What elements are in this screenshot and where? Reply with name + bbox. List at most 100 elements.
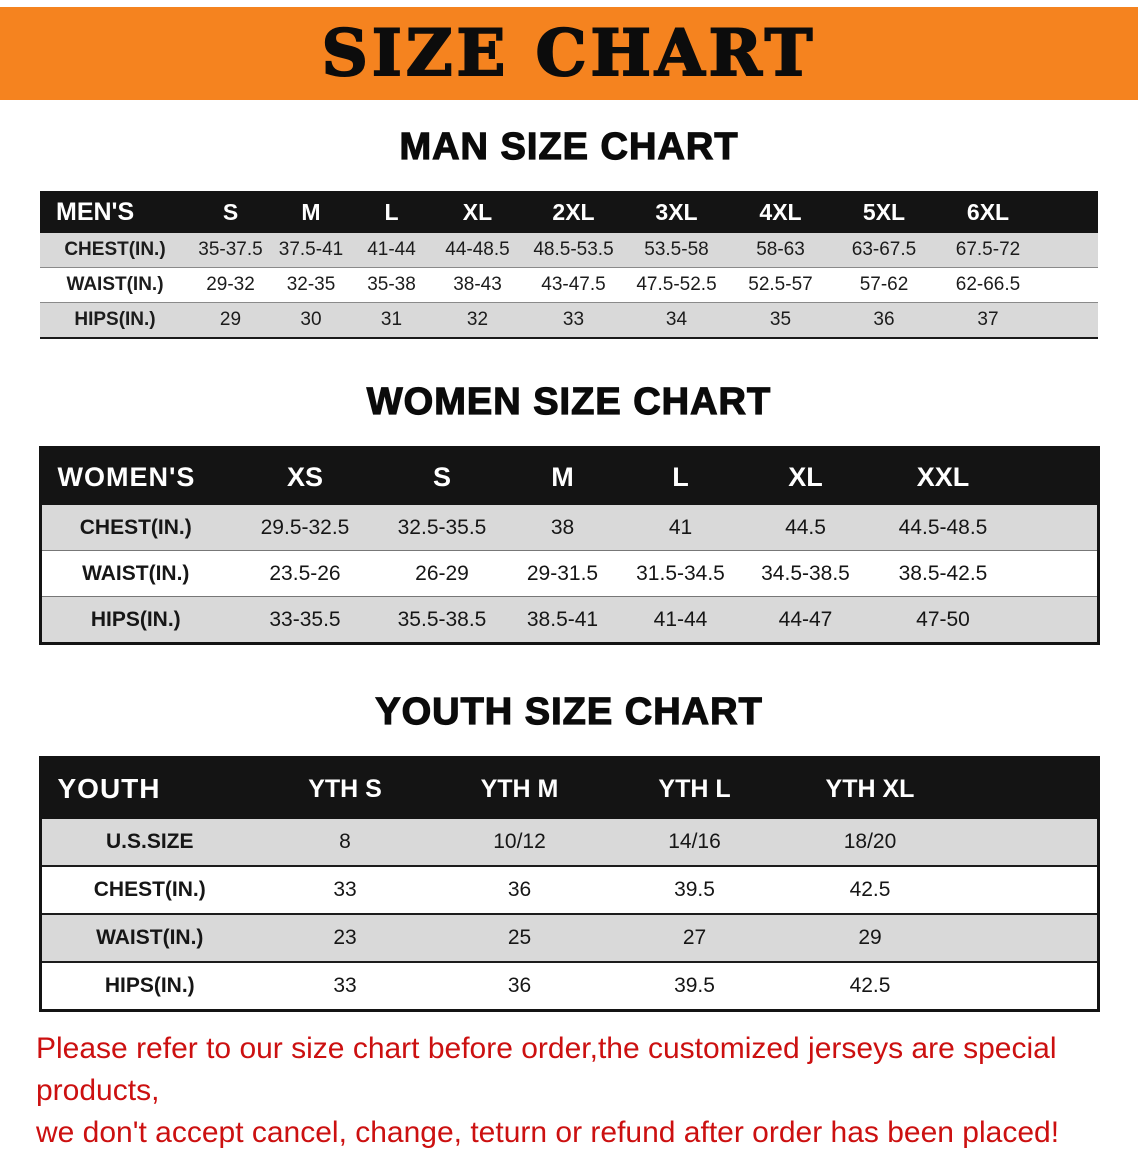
table-cell: 32	[466, 309, 489, 330]
table-cell: 29.5-32.5	[260, 515, 350, 539]
table-cell: 41-44	[367, 239, 416, 260]
youth-size-header-s: YTH S	[258, 757, 432, 819]
men-hips-row: HIPS(IN.) 29 30 31 32 33 34 35 36 37	[40, 302, 1098, 339]
table-cell: 32-35	[286, 274, 336, 295]
table-cell: 35.5-38.5	[397, 607, 487, 631]
women-size-header-m: M	[504, 447, 621, 505]
row-label: CHEST(IN.)	[64, 239, 166, 260]
spacer-cell	[958, 819, 1098, 866]
youth-size-table: YOUTH YTH S YTH M YTH L YTH XL U.S.SIZE …	[38, 756, 1100, 1012]
table-cell: 26-29	[415, 561, 469, 585]
table-cell: 67.5-72	[955, 239, 1021, 260]
table-cell: 34.5-38.5	[761, 561, 850, 585]
table-cell: 33-35.5	[269, 607, 341, 631]
men-size-table: MEN'S S M L XL 2XL 3XL 4XL 5XL 6XL CHEST…	[40, 191, 1098, 339]
men-size-header-6xl: 6XL	[936, 191, 1040, 233]
table-cell: 25	[507, 926, 532, 949]
table-cell: 41-44	[653, 607, 708, 631]
table-cell: 23	[333, 926, 357, 949]
table-cell: 38	[550, 515, 575, 539]
table-cell: 53.5-58	[644, 239, 709, 260]
spacer-cell	[1040, 303, 1098, 339]
men-size-header-4xl: 4XL	[729, 191, 832, 233]
youth-chest-row: CHEST(IN.) 33 36 39.5 42.5	[40, 866, 1098, 914]
banner-title: SIZE CHART	[321, 15, 817, 92]
youth-waist-row: WAIST(IN.) 23 25 27 29	[40, 914, 1098, 962]
table-cell: 37.5-41	[278, 239, 344, 260]
table-cell: 31	[380, 309, 403, 330]
women-chest-row: CHEST(IN.) 29.5-32.5 32.5-35.5 38 41 44.…	[40, 505, 1098, 551]
row-label: CHEST(IN.)	[93, 878, 206, 901]
spacer-cell	[958, 757, 1098, 819]
spacer-cell	[1040, 268, 1098, 303]
spacer-cell	[1040, 233, 1098, 268]
men-header-row: MEN'S S M L XL 2XL 3XL 4XL 5XL 6XL	[40, 191, 1098, 233]
men-table-title: MEN'S	[40, 191, 190, 233]
table-cell: 41	[668, 515, 693, 539]
disclaimer-line-1: Please refer to our size chart before or…	[36, 1032, 1057, 1107]
women-size-header-xs: XS	[230, 447, 380, 505]
table-cell: 8	[339, 830, 351, 853]
table-cell: 44.5	[785, 515, 826, 539]
women-size-table: WOMEN'S XS S M L XL XXL CHEST(IN.) 29.5-…	[38, 446, 1100, 645]
table-cell: 29-31.5	[526, 561, 599, 585]
spacer-cell	[1015, 447, 1098, 505]
men-size-header-xl: XL	[432, 191, 523, 233]
men-size-header-2xl: 2XL	[523, 191, 624, 233]
table-cell: 36	[507, 878, 532, 901]
men-size-header-5xl: 5XL	[832, 191, 936, 233]
table-cell: 29	[858, 926, 882, 949]
table-cell: 30	[300, 309, 322, 330]
table-cell: 29	[219, 309, 242, 330]
table-cell: 29-32	[206, 274, 255, 295]
women-size-header-xl: XL	[740, 447, 871, 505]
table-cell: 47-50	[916, 607, 970, 631]
table-cell: 52.5-57	[748, 274, 813, 295]
table-cell: 35	[769, 309, 792, 330]
table-cell: 62-66.5	[955, 274, 1021, 295]
table-cell: 32.5-35.5	[397, 515, 487, 539]
table-cell: 23.5-26	[269, 561, 341, 585]
table-cell: 18/20	[843, 830, 897, 853]
men-chest-row: CHEST(IN.) 35-37.5 37.5-41 41-44 44-48.5…	[40, 233, 1098, 268]
row-label: HIPS(IN.)	[90, 607, 181, 631]
youth-hips-row: HIPS(IN.) 33 36 39.5 42.5	[40, 962, 1098, 1011]
table-cell: 34	[665, 309, 688, 330]
row-label: WAIST(IN.)	[82, 561, 190, 585]
row-label: U.S.SIZE	[105, 830, 194, 853]
table-cell: 36	[873, 309, 895, 330]
table-cell: 27	[682, 926, 707, 949]
men-size-header-l: L	[351, 191, 432, 233]
women-waist-row: WAIST(IN.) 23.5-26 26-29 29-31.5 31.5-34…	[40, 550, 1098, 597]
row-label: CHEST(IN.)	[79, 515, 192, 539]
table-cell: 33	[333, 974, 357, 997]
spacer-cell	[958, 962, 1098, 1011]
size-chart-banner: SIZE CHART	[0, 7, 1138, 100]
disclaimer-line-2: we don't accept cancel, change, teturn o…	[36, 1116, 1060, 1149]
table-cell: 10/12	[493, 830, 546, 853]
table-cell: 35-37.5	[198, 239, 263, 260]
table-cell: 43-47.5	[541, 274, 606, 295]
table-cell: 44-48.5	[445, 239, 510, 260]
man-section-heading: MAN SIZE CHART	[399, 125, 739, 168]
table-cell: 48.5-53.5	[533, 239, 614, 260]
table-cell: 35-38	[367, 274, 416, 295]
table-cell: 39.5	[674, 974, 715, 997]
spacer-cell	[958, 914, 1098, 962]
men-size-header-3xl: 3XL	[624, 191, 729, 233]
women-size-header-l: L	[621, 447, 740, 505]
women-header-row: WOMEN'S XS S M L XL XXL	[40, 447, 1098, 505]
table-cell: 58-63	[756, 239, 805, 260]
youth-table-title: YOUTH	[40, 757, 258, 819]
table-cell: 31.5-34.5	[636, 561, 725, 585]
youth-size-header-xl: YTH XL	[782, 757, 958, 819]
men-size-header-s: S	[190, 191, 271, 233]
men-waist-row: WAIST(IN.) 29-32 32-35 35-38 38-43 43-47…	[40, 267, 1098, 303]
table-cell: 38-43	[453, 274, 502, 295]
table-cell: 38.5-42.5	[898, 561, 988, 585]
youth-ussize-row: U.S.SIZE 8 10/12 14/16 18/20	[40, 819, 1098, 866]
table-cell: 39.5	[674, 878, 715, 901]
table-cell: 37	[977, 309, 999, 330]
table-cell: 42.5	[849, 974, 891, 997]
table-cell: 14/16	[668, 830, 721, 853]
